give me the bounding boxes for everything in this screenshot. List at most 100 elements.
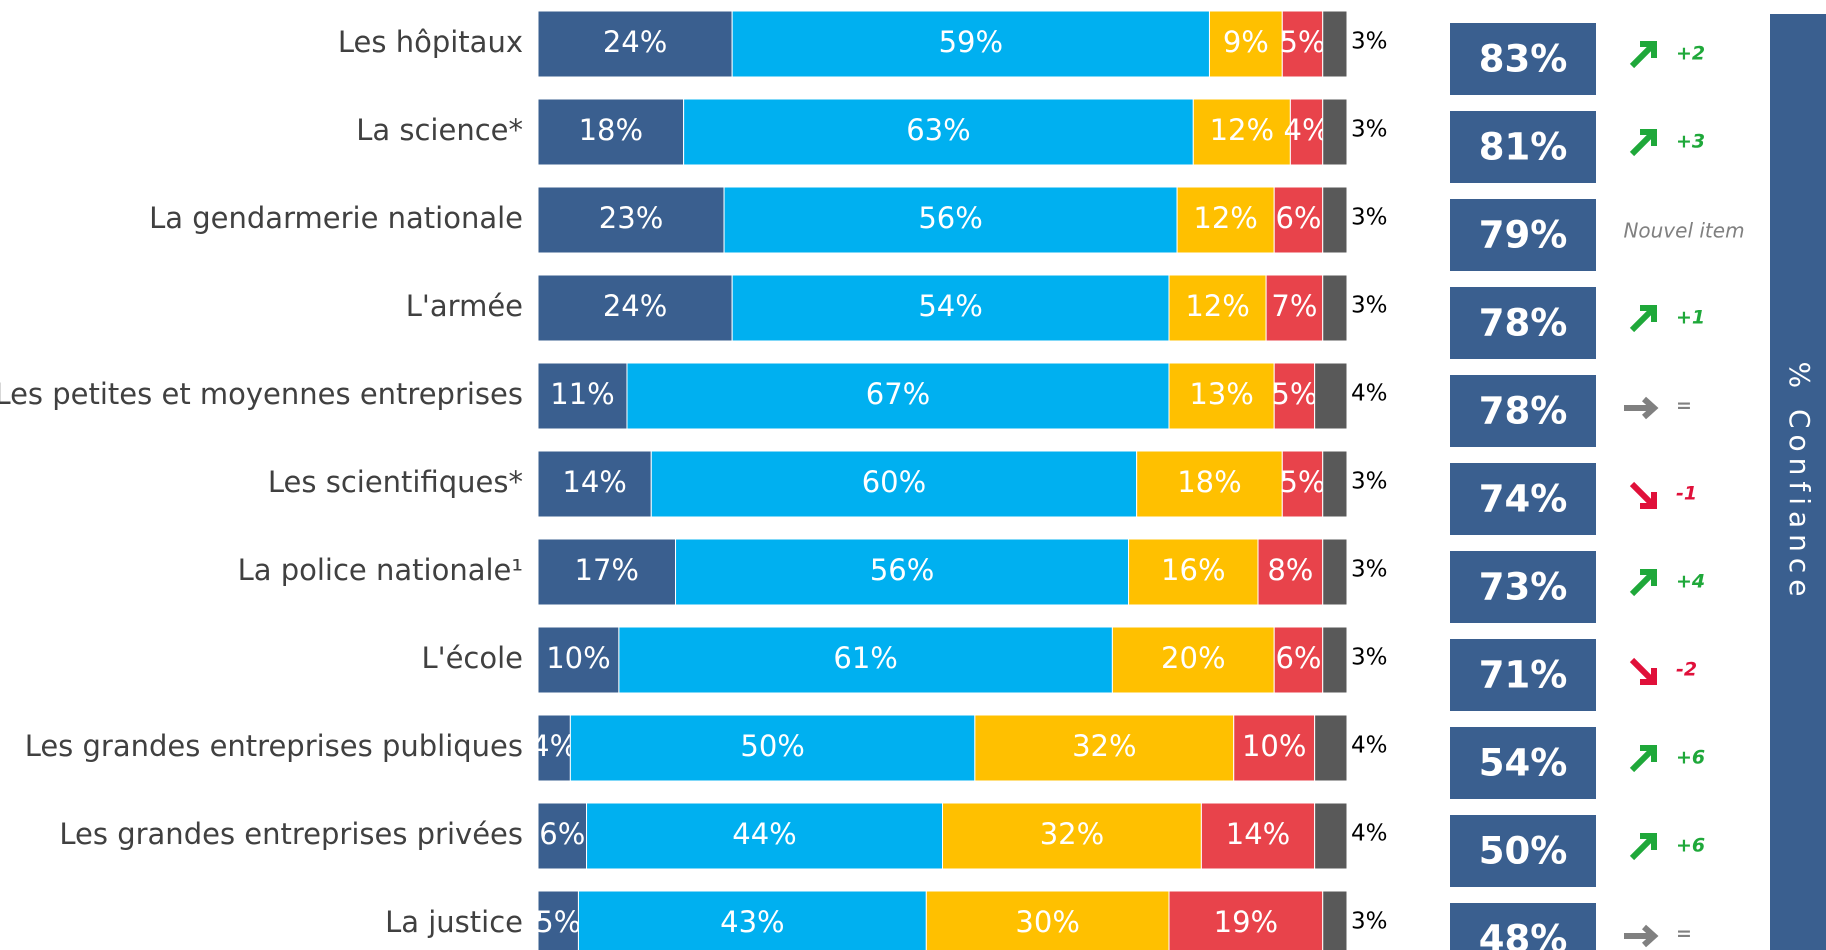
confidence-label: % Confiance [1783,361,1816,602]
bar-segment [723,186,1178,254]
bar-segment [1233,714,1316,782]
value-label: 4% [1351,733,1388,759]
bar-segment [925,890,1170,950]
trend-arrow [1629,41,1657,69]
value-label: 43% [720,905,784,939]
value-label: 8% [1267,553,1313,587]
value-label: 12% [1185,289,1249,323]
bar-segment [1168,362,1275,430]
confidence-box [1450,23,1596,95]
bar-segment [1111,626,1275,694]
category-label: Les scientifiques* [268,465,523,499]
category-label: La science* [356,113,523,147]
value-label: 24% [603,25,667,59]
bar-segment [626,362,1170,430]
bar-segment [537,362,628,430]
bar-segment [537,890,579,950]
trend-label: +3 [1676,131,1705,153]
value-label: 54% [918,289,982,323]
value-label: 59% [939,25,1003,59]
bar-segment [537,98,685,166]
bar-segment [1168,274,1267,342]
trend-label: +4 [1676,571,1705,593]
value-label: 14% [1226,817,1290,851]
confidence-value: 50% [1479,830,1568,873]
trend-label: +6 [1676,747,1705,769]
value-label: 4% [1351,821,1388,847]
bar-segment [683,98,1194,166]
value-label: 3% [1351,29,1388,55]
trend-label: +2 [1676,43,1705,65]
trend-label: = [1676,923,1692,945]
value-label: 3% [1351,469,1388,495]
confidence-value: 74% [1479,478,1568,521]
value-label: 3% [1351,557,1388,583]
value-label: 20% [1161,641,1225,675]
value-label: 60% [862,465,926,499]
category-label: Les grandes entreprises privées [59,817,523,851]
trend-arrow [1624,924,1659,948]
confidence-box [1450,287,1596,359]
bar-segment [1176,186,1275,254]
trend-label: -2 [1676,659,1697,681]
bar-segment [537,274,733,342]
value-label: 11% [550,377,614,411]
trend-label: Nouvel item [1623,219,1744,243]
value-label: 7% [1271,289,1317,323]
category-label: L'armée [406,289,523,323]
confidence-value: 71% [1479,654,1568,697]
bar-segment [942,802,1202,870]
bar-segment [569,714,976,782]
value-label: 6% [1275,201,1321,235]
trend-label: +1 [1676,307,1705,329]
bar-segment [1168,890,1324,950]
confidence-box [1450,551,1596,623]
bar-segment [1314,714,1348,782]
trend-arrow [1624,396,1659,420]
bar-segment [1322,10,1348,78]
confidence-value: 81% [1479,126,1568,169]
bar-segment [974,714,1235,782]
confidence-value: 79% [1479,214,1568,257]
bar-segment [618,626,1113,694]
bar-segment [1192,98,1291,166]
bar-segment [1322,450,1348,518]
value-label: 13% [1189,377,1253,411]
value-label: 5% [535,905,581,939]
value-label: 10% [1242,729,1306,763]
category-label: L'école [421,641,523,675]
value-label: 12% [1210,113,1274,147]
bar-segment [1322,274,1348,342]
value-label: 10% [546,641,610,675]
confidence-box [1450,375,1596,447]
bar-segment [537,714,571,782]
value-label: 44% [732,817,796,851]
bar-segment [675,538,1130,606]
bar-segment [1281,450,1324,518]
value-label: 32% [1040,817,1104,851]
bar-segment [1128,538,1259,606]
confidence-value: 78% [1479,302,1568,345]
category-label: La justice [385,905,523,939]
value-label: 4% [1351,381,1388,407]
trend-arrow [1629,569,1657,597]
bar-segment [537,626,620,694]
trend-arrow [1629,481,1657,509]
value-label: 5% [1271,377,1317,411]
confidence-value: 54% [1479,742,1568,785]
bar-segment [537,450,652,518]
bar-segment [731,10,1210,78]
value-label: 63% [906,113,970,147]
value-label: 14% [562,465,626,499]
bar-segment [1289,98,1324,166]
confidence-value: 48% [1479,918,1568,950]
confidence-box [1450,199,1596,271]
value-label: 5% [1279,25,1325,59]
confidence-box [1450,111,1596,183]
value-label: 4% [531,729,577,763]
trend-label: -1 [1676,483,1697,505]
value-label: 5% [1279,465,1325,499]
category-label: Les petites et moyennes entreprises [0,377,523,411]
value-label: 3% [1351,909,1388,935]
value-label: 3% [1351,293,1388,319]
